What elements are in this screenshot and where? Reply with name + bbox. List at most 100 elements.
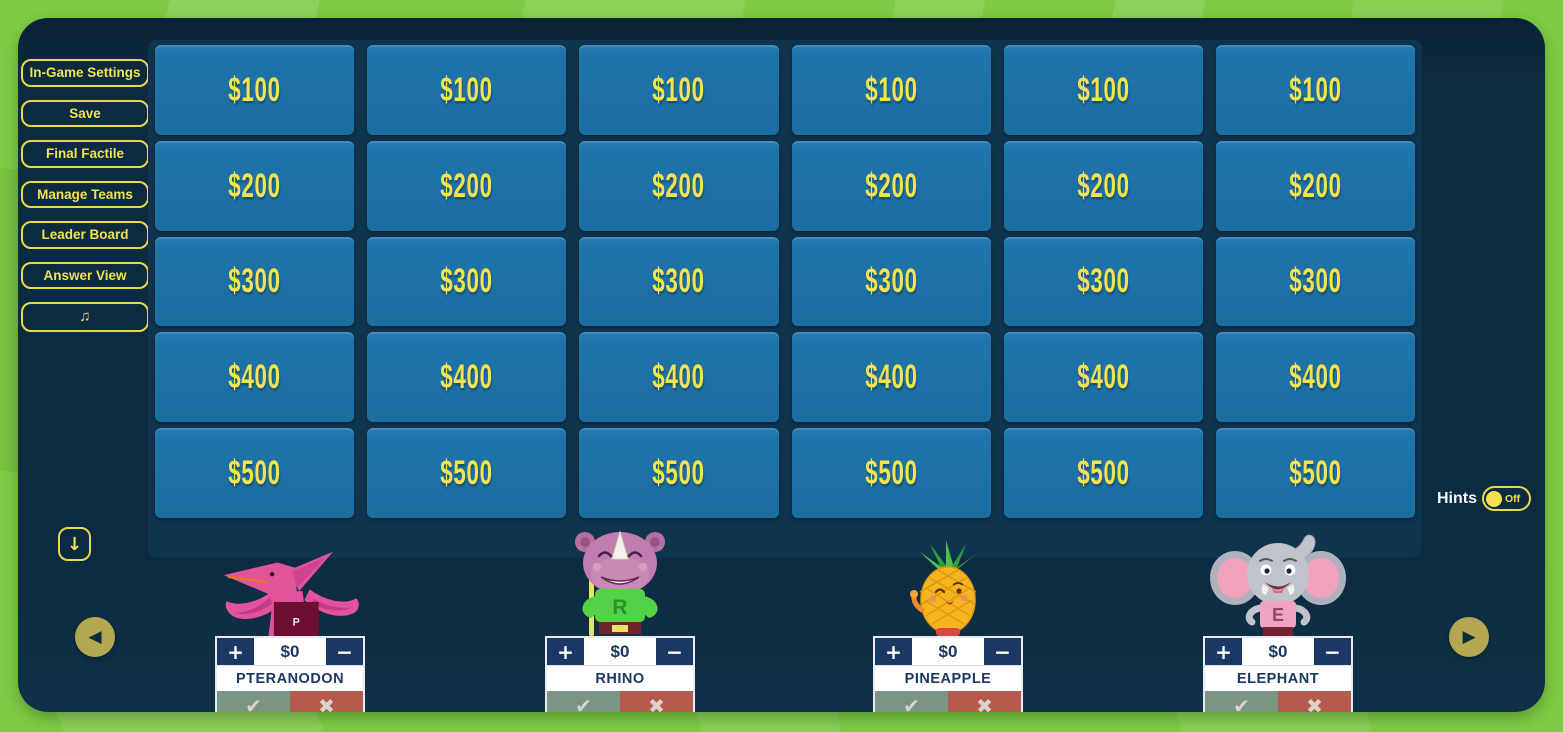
tile-value: $400	[1076, 357, 1130, 397]
sidebar-button-in-game-settings[interactable]: In-Game Settings	[21, 59, 149, 87]
team-name: ELEPHANT	[1205, 665, 1351, 691]
team-name: PTERANODON	[217, 665, 363, 691]
team-score: $0	[254, 638, 326, 665]
board-tile-r2-c4[interactable]: $200	[791, 140, 991, 231]
board-tile-r1-c5[interactable]: $100	[1003, 45, 1203, 135]
sidebar-button-manage-teams[interactable]: Manage Teams	[21, 180, 149, 209]
board-tile-r3-c6[interactable]: $300	[1215, 236, 1415, 327]
score-decrease-button[interactable]: −	[326, 638, 363, 665]
left-arrow-icon: ◀	[88, 626, 102, 647]
avatar-letter: P	[293, 616, 300, 628]
music-toggle-button[interactable]: ♫	[21, 302, 149, 332]
board-tile-r5-c1[interactable]: $500	[155, 428, 355, 518]
score-increase-button[interactable]: +	[547, 638, 584, 665]
correct-button[interactable]: ✔	[1205, 691, 1278, 712]
sidebar-button-save[interactable]: Save	[21, 99, 149, 128]
scroll-down-button[interactable]: ↓	[58, 527, 91, 561]
board-tile-r2-c6[interactable]: $200	[1215, 140, 1415, 231]
score-decrease-button[interactable]: −	[1314, 638, 1351, 665]
tile-value: $200	[1289, 165, 1342, 205]
tile-value: $500	[652, 452, 706, 493]
hints-control: Hints Off	[1437, 486, 1531, 511]
board-tile-r4-c4[interactable]: $400	[791, 332, 991, 423]
board-tile-r3-c3[interactable]: $300	[579, 236, 779, 327]
sidebar: In-Game Settings Save Final Factile Manage …	[21, 59, 149, 332]
tile-value: $200	[652, 165, 706, 205]
hints-toggle[interactable]: Off	[1482, 486, 1531, 511]
rhino-avatar: R	[545, 526, 695, 636]
board-tile-r1-c4[interactable]: $100	[791, 45, 991, 135]
board-tile-r1-c1[interactable]: $100	[155, 45, 355, 135]
board-tile-r3-c1[interactable]: $300	[155, 236, 355, 327]
tile-value: $300	[652, 261, 706, 301]
board-tile-r1-c6[interactable]: $100	[1215, 45, 1415, 135]
tile-value: $200	[1076, 165, 1130, 205]
board-tile-r2-c1[interactable]: $200	[155, 140, 355, 231]
board-tile-r5-c3[interactable]: $500	[579, 428, 779, 518]
down-arrow-icon: ↓	[66, 533, 83, 555]
team-rhino: R + $0 − RHINO ✔ ✖	[545, 526, 695, 712]
board-tile-r4-c6[interactable]: $400	[1215, 332, 1415, 423]
incorrect-button[interactable]: ✖	[290, 691, 363, 712]
check-icon: ✔	[245, 694, 262, 712]
tile-value: $400	[1289, 357, 1342, 397]
board-tile-r1-c3[interactable]: $100	[579, 45, 779, 135]
board-tile-r2-c2[interactable]: $200	[367, 140, 567, 231]
tile-value: $200	[440, 165, 494, 205]
board-tile-r2-c3[interactable]: $200	[579, 140, 779, 231]
board-tile-r5-c5[interactable]: $500	[1003, 428, 1203, 518]
correct-button[interactable]: ✔	[547, 691, 620, 712]
team-name: RHINO	[547, 665, 693, 691]
team-card: + $0 − RHINO ✔ ✖	[545, 636, 695, 712]
score-increase-button[interactable]: +	[875, 638, 912, 665]
tile-value: $400	[652, 357, 706, 397]
tile-grid: $100 $100 $100 $100 $100 $100 $200 $200 $200 $200…	[155, 45, 1415, 518]
sidebar-button-final-factile[interactable]: Final Factile	[21, 140, 149, 168]
next-teams-button[interactable]: ▶	[1449, 617, 1489, 657]
tile-value: $300	[440, 261, 494, 301]
check-icon: ✔	[575, 694, 592, 712]
score-increase-button[interactable]: +	[217, 638, 254, 665]
tile-value: $500	[440, 452, 494, 493]
board-tile-r3-c4[interactable]: $300	[791, 236, 991, 327]
hints-state: Off	[1505, 492, 1521, 505]
tile-value: $300	[228, 261, 281, 301]
board-tile-r5-c6[interactable]: $500	[1215, 428, 1415, 518]
team-card: + $0 − PINEAPPLE ✔ ✖	[873, 636, 1023, 712]
pineapple-avatar	[873, 540, 1023, 636]
board-tile-r2-c5[interactable]: $200	[1003, 140, 1203, 231]
incorrect-button[interactable]: ✖	[948, 691, 1021, 712]
board-tile-r4-c2[interactable]: $400	[367, 332, 567, 423]
score-decrease-button[interactable]: −	[984, 638, 1021, 665]
team-pteranodon: P + $0 − PTERANODON ✔ ✖	[215, 550, 365, 712]
board-tile-r5-c2[interactable]: $500	[367, 428, 567, 518]
team-pineapple: + $0 − PINEAPPLE ✔ ✖	[873, 540, 1023, 712]
x-icon: ✖	[648, 694, 665, 712]
tile-value: $400	[440, 357, 494, 397]
board-tile-r4-c1[interactable]: $400	[155, 332, 355, 423]
sidebar-button-leader-board[interactable]: Leader Board	[21, 221, 149, 249]
team-score: $0	[1242, 638, 1314, 665]
board-tile-r3-c5[interactable]: $300	[1003, 236, 1203, 327]
incorrect-button[interactable]: ✖	[1278, 691, 1351, 712]
incorrect-button[interactable]: ✖	[620, 691, 693, 712]
board-tile-r1-c2[interactable]: $100	[367, 45, 567, 135]
prev-teams-button[interactable]: ◀	[75, 617, 115, 657]
team-elephant: E + $0 − ELEPHANT ✔ ✖	[1203, 530, 1353, 712]
tile-value: $400	[228, 357, 281, 397]
team-card: + $0 − ELEPHANT ✔ ✖	[1203, 636, 1353, 712]
board-tile-r4-c5[interactable]: $400	[1003, 332, 1203, 423]
score-decrease-button[interactable]: −	[656, 638, 693, 665]
tile-value: $500	[1076, 452, 1130, 493]
tile-value: $100	[864, 69, 918, 109]
sidebar-button-answer-view[interactable]: Answer View	[21, 261, 149, 290]
board-tile-r5-c4[interactable]: $500	[791, 428, 991, 518]
tile-value: $500	[228, 452, 281, 493]
board-tile-r3-c2[interactable]: $300	[367, 236, 567, 327]
score-increase-button[interactable]: +	[1205, 638, 1242, 665]
tile-value: $400	[864, 357, 918, 397]
correct-button[interactable]: ✔	[217, 691, 290, 712]
board-tile-r4-c3[interactable]: $400	[579, 332, 779, 423]
correct-button[interactable]: ✔	[875, 691, 948, 712]
